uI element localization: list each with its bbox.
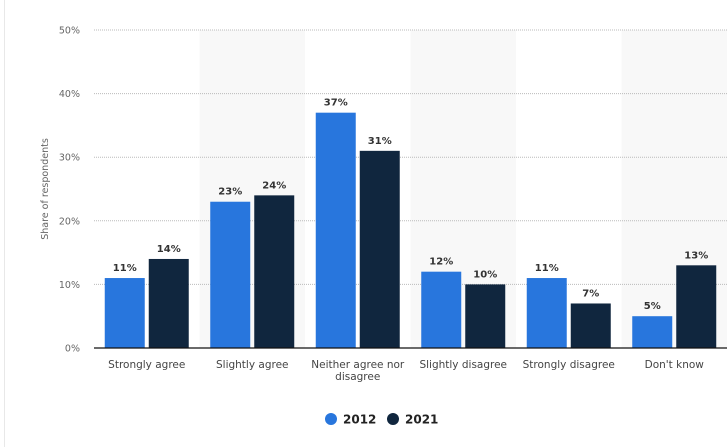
data-label: 11% — [535, 263, 559, 274]
bar-2021 — [148, 258, 189, 348]
data-label: 13% — [684, 250, 708, 261]
data-label: 12% — [429, 257, 453, 268]
bar-2012 — [421, 271, 462, 348]
legend-label: 2021 — [405, 413, 438, 427]
y-tick-label: 0% — [65, 344, 80, 355]
data-label: 14% — [157, 244, 181, 255]
y-tick-label: 10% — [59, 280, 80, 291]
legend-marker-2012 — [325, 413, 337, 425]
bar-2021 — [570, 303, 611, 348]
bar-2021 — [254, 195, 295, 348]
legend-marker-2021 — [387, 413, 399, 425]
data-label: 11% — [113, 263, 137, 274]
bar-2021 — [676, 265, 717, 348]
data-label: 37% — [324, 98, 348, 109]
bar-2012 — [632, 316, 673, 348]
y-axis-label: Share of respondents — [40, 138, 51, 240]
legend-label: 2012 — [343, 413, 376, 427]
y-tick-label: 50% — [59, 26, 80, 37]
data-label: 24% — [262, 180, 286, 191]
y-tick-label: 20% — [59, 216, 80, 227]
data-label: 5% — [644, 301, 661, 312]
data-label: 23% — [218, 187, 242, 198]
data-label: 31% — [368, 136, 392, 147]
left-border — [4, 0, 5, 447]
bar-2012 — [315, 112, 356, 349]
bar-2021 — [465, 284, 506, 348]
x-tick-label: Slightly agree — [216, 359, 289, 371]
data-label: 7% — [582, 288, 599, 299]
x-tick-label: Strongly disagree — [523, 359, 615, 371]
x-tick-label: Strongly agree — [108, 359, 185, 371]
bar-2012 — [526, 278, 567, 348]
x-tick-label: Slightly disagree — [419, 359, 507, 371]
x-tick-label: Neither agree nor — [311, 359, 405, 371]
x-tick-label: disagree — [335, 371, 380, 383]
data-label: 10% — [473, 269, 497, 280]
x-tick-label: Don't know — [645, 359, 705, 371]
y-tick-label: 40% — [59, 89, 80, 100]
bar-2012 — [104, 278, 145, 348]
bar-2021 — [359, 150, 400, 348]
y-tick-label: 30% — [59, 153, 80, 164]
bar-2012 — [210, 201, 251, 348]
